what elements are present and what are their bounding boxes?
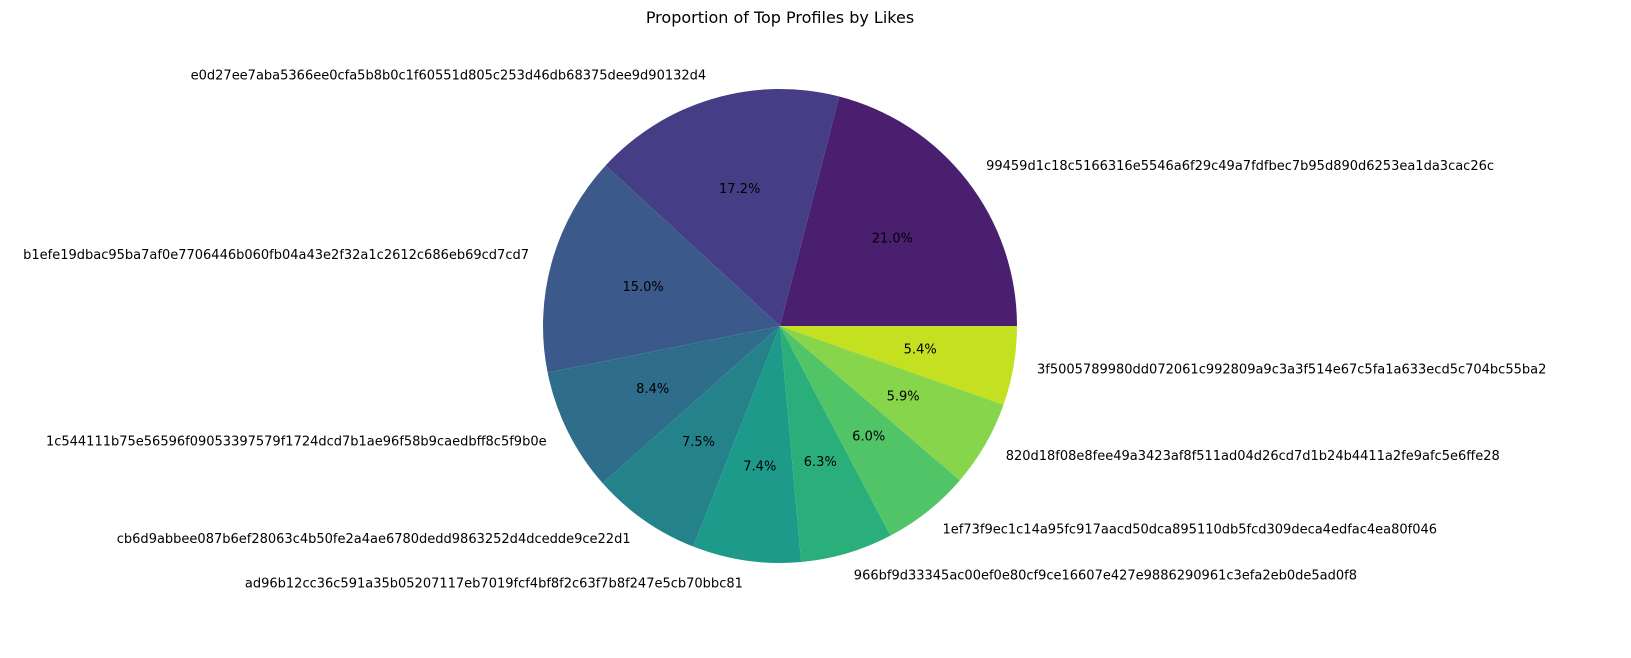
slice-percent-label: 7.5% <box>682 435 715 450</box>
pie-slice <box>780 96 1017 327</box>
slice-category-label: ad96b12cc36c591a35b05207117eb7019fcf4bf8… <box>245 577 743 592</box>
slice-percent-label: 15.0% <box>622 280 663 295</box>
slice-percent-label: 21.0% <box>872 231 913 246</box>
pie-slice <box>780 326 1004 481</box>
slice-category-label: 1c544111b75e56596f09053397579f1724dcd7b1… <box>46 435 547 450</box>
slice-category-label: cb6d9abbee087b6ef28063c4b50fe2a4ae6780de… <box>117 532 631 547</box>
slice-category-label: 1ef73f9ec1c14a95fc917aacd50dca895110db5f… <box>943 522 1438 537</box>
pie-slice <box>605 88 840 326</box>
slice-percent-label: 6.0% <box>852 430 885 445</box>
chart-title: Proportion of Top Profiles by Likes <box>646 8 914 27</box>
pie-slice <box>602 326 780 547</box>
slice-percent-label: 5.4% <box>904 343 937 358</box>
slice-percent-label: 7.4% <box>743 459 776 474</box>
pie-slice <box>780 326 960 536</box>
pie-slice <box>543 165 780 373</box>
pie-slice <box>780 326 1018 405</box>
slice-percent-label: 8.4% <box>636 382 669 397</box>
percent-labels: 21.0% 17.2% 15.0% 8.4% 7.5% 7.4% 6.3% 6.0% 5.9% 5… <box>622 182 936 474</box>
slice-category-label: e0d27ee7aba5366ee0cfa5b8b0c1f60551d805c2… <box>191 69 707 84</box>
slice-category-label: 820d18f08e8fee49a3423af8f511ad04d26cd7d1… <box>1006 449 1500 464</box>
pie-slice <box>693 326 802 563</box>
slice-category-label: 3f5005789980dd072061c992809a9c3a3f514e67… <box>1037 363 1546 378</box>
pie-slice <box>547 326 780 484</box>
slice-category-label: b1efe19dbac95ba7af0e7706446b060fb04a43e2… <box>23 248 529 263</box>
slice-category-label: 966bf9d33345ac00ef0e80cf9ce16607e427e988… <box>854 569 1357 584</box>
pie-slice <box>780 326 891 563</box>
pie-slices <box>543 88 1018 563</box>
slice-percent-label: 6.3% <box>804 455 837 470</box>
slice-labels: 99459d1c18c5166316e5546a6f29c49a7fdfbec7… <box>23 69 1546 592</box>
slice-percent-label: 5.9% <box>887 390 920 405</box>
slice-category-label: 99459d1c18c5166316e5546a6f29c49a7fdfbec7… <box>986 159 1494 174</box>
slice-percent-label: 17.2% <box>719 182 760 197</box>
